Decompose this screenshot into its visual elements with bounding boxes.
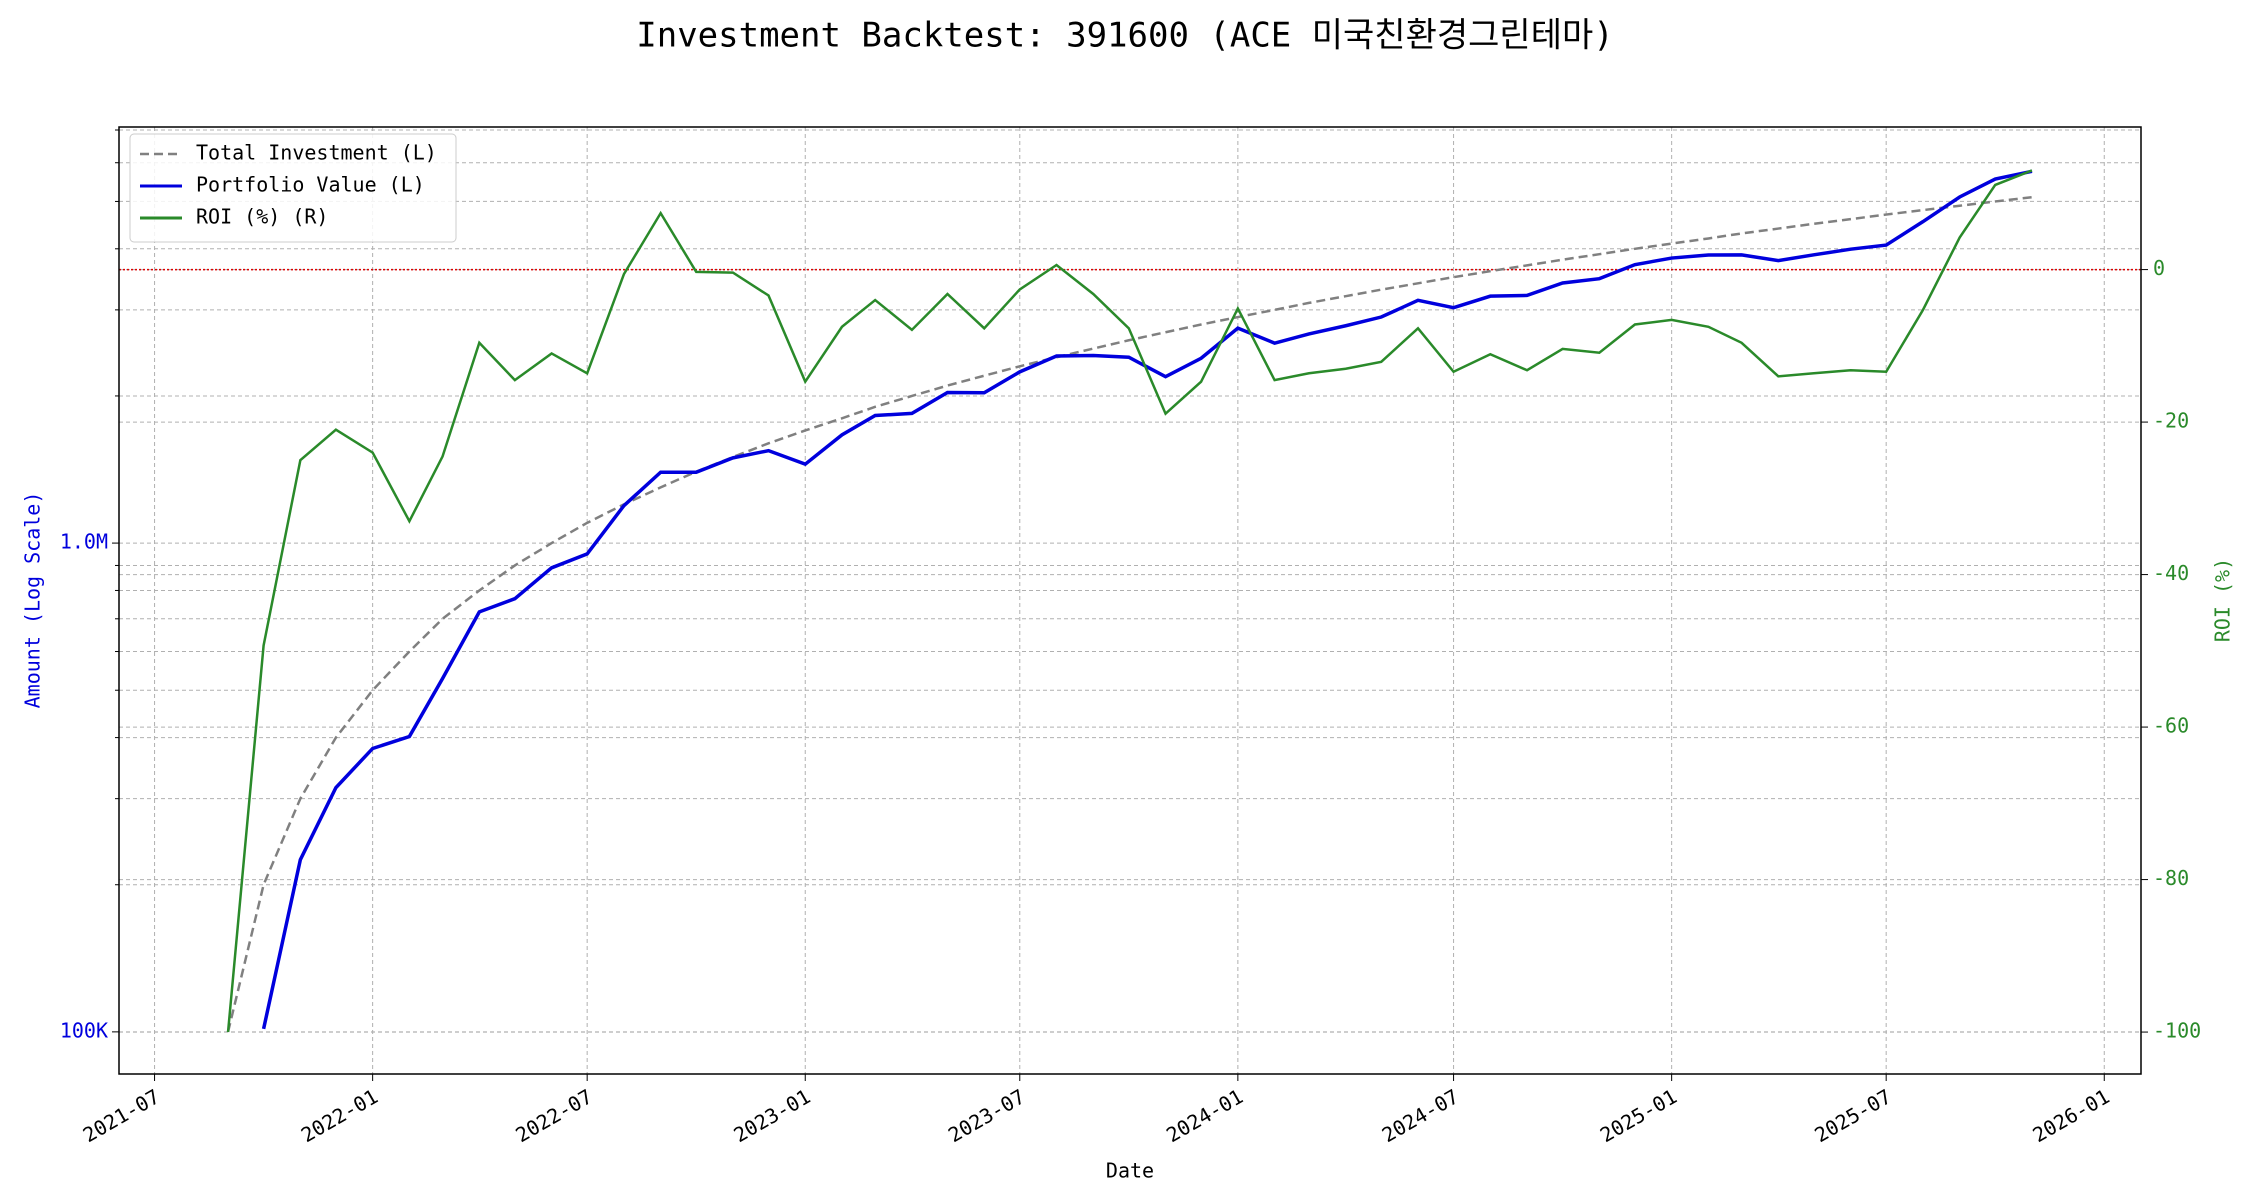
- plot-frame: [118, 126, 2142, 1075]
- y2-tick-label: -100: [2153, 1019, 2201, 1043]
- x-tick-label: 2024-01: [1162, 1084, 1247, 1147]
- x-tick-label: 2025-01: [1596, 1084, 1681, 1147]
- x-tick-label: 2023-07: [944, 1084, 1029, 1147]
- x-tick-label: 2026-01: [2029, 1084, 2114, 1147]
- x-axis-label: Date: [1106, 1159, 1154, 1183]
- y2-tick-label: -40: [2153, 561, 2189, 585]
- y2-axis-label: ROI (%): [2211, 558, 2235, 642]
- y-axis-label: Amount (Log Scale): [21, 492, 45, 709]
- legend-label: ROI (%) (R): [196, 205, 328, 229]
- series-line: [226, 169, 2033, 1033]
- chart-title: Investment Backtest: 391600 (ACE 미국친환경그린…: [636, 16, 1614, 56]
- y2-tick-label: 0: [2153, 256, 2165, 280]
- y-tick-label: 100K: [60, 1018, 108, 1042]
- legend-label: Portfolio Value (L): [196, 173, 425, 197]
- legend-box: [129, 133, 457, 243]
- x-tick-label: 2022-07: [511, 1084, 596, 1147]
- series-line: [261, 169, 2033, 1030]
- x-tick-label: 2021-07: [79, 1084, 164, 1147]
- x-tick-label: 2025-07: [1810, 1084, 1895, 1147]
- x-tick-label: 2023-01: [729, 1084, 814, 1147]
- legend-label: Total Investment (L): [196, 141, 437, 165]
- y2-tick-label: -20: [2153, 409, 2189, 433]
- x-tick-label: 2022-01: [297, 1084, 382, 1147]
- y2-tick-label: -60: [2153, 714, 2189, 738]
- series-line: [226, 195, 2033, 1033]
- x-tick-label: 2024-07: [1378, 1084, 1463, 1147]
- y-tick-label: 1.0M: [60, 530, 108, 554]
- y2-tick-label: -80: [2153, 866, 2189, 890]
